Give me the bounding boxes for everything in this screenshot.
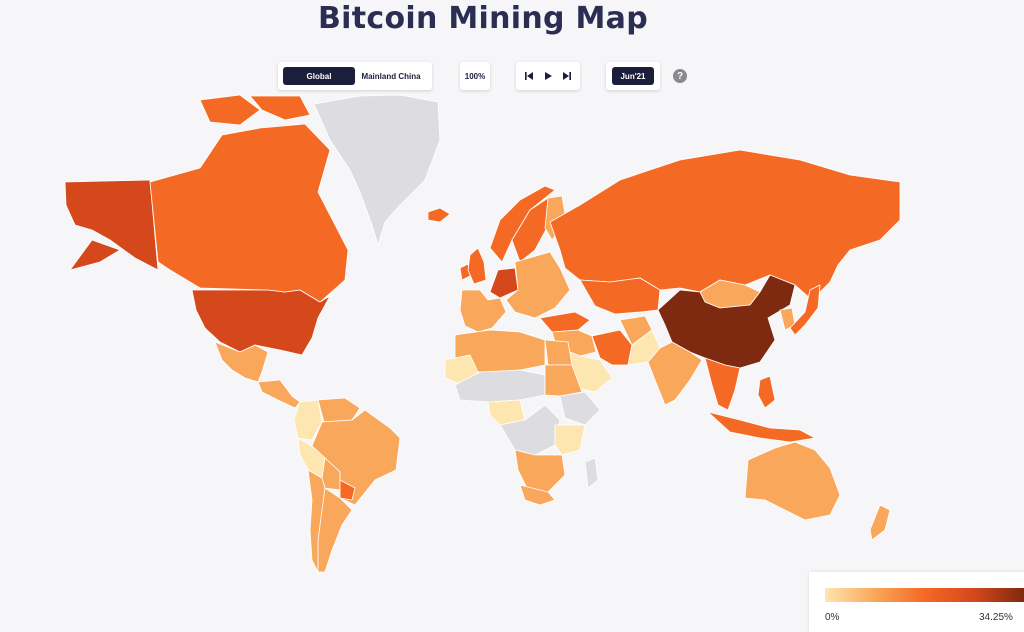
country-turkey[interactable]: Turkey <box>539 311 591 333</box>
country-eastern-europe[interactable]: Eastern Europe <box>505 251 571 319</box>
country-iceland[interactable]: Iceland <box>427 207 451 223</box>
country-alaska[interactable]: Alaska <box>64 179 159 271</box>
date-selector[interactable]: Jun'21 <box>606 62 660 90</box>
zoom-level[interactable]: 100% <box>460 62 490 90</box>
country-paraguay[interactable]: Paraguay <box>339 479 356 501</box>
country-canada[interactable]: Canada <box>149 94 349 303</box>
legend-max-label: 34.25% <box>979 612 1013 623</box>
question-circle-icon[interactable]: ? <box>673 69 687 83</box>
skip-forward-icon[interactable] <box>559 68 575 84</box>
country-kazakhstan[interactable]: Kazakhstan <box>579 277 661 315</box>
country-united-states[interactable]: United States <box>191 289 331 356</box>
country-south-africa[interactable]: South Africa <box>519 484 556 506</box>
country-japan[interactable]: Japan <box>789 284 821 336</box>
country-mexico[interactable]: Mexico <box>214 341 269 383</box>
country-indonesia[interactable]: Indonesia <box>707 411 816 443</box>
country-greenland[interactable]: Greenland <box>313 94 441 246</box>
legend-min-label: 0% <box>825 612 840 623</box>
color-legend: 0% 34.25% <box>809 572 1024 632</box>
page-title: Bitcoin Mining Map <box>318 1 648 36</box>
country-philippines[interactable]: Philippines <box>757 375 776 409</box>
country-egypt[interactable]: Egypt <box>544 339 573 366</box>
country-united-kingdom[interactable]: United Kingdom <box>467 247 487 285</box>
country-southeast-asia[interactable]: Southeast Asia <box>704 357 741 411</box>
country-germany[interactable]: Germany <box>489 267 519 299</box>
country-western-europe[interactable]: Western Europe <box>459 289 507 333</box>
country-bolivia[interactable]: Bolivia <box>321 457 341 491</box>
legend-gradient <box>825 588 1024 602</box>
country-central-america[interactable]: Central America <box>257 379 301 409</box>
timeline-player <box>516 62 580 90</box>
country-chile[interactable]: Chile <box>307 469 326 573</box>
country-madagascar[interactable]: Madagascar <box>584 457 599 489</box>
country-ireland[interactable]: Ireland <box>459 263 471 281</box>
date-chip[interactable]: Jun'21 <box>612 67 654 85</box>
country-new-zealand[interactable]: New Zealand <box>869 504 891 541</box>
scope-tab-global[interactable]: Global <box>283 67 355 85</box>
country-norway[interactable]: Norway <box>489 185 556 263</box>
country-venezuela[interactable]: Venezuela <box>317 397 361 423</box>
country-southern-africa[interactable]: Southern Africa <box>514 449 566 493</box>
country-russia[interactable]: Russia <box>549 149 901 301</box>
country-ethiopia[interactable]: Ethiopia <box>559 391 601 426</box>
country-east-africa[interactable]: East Africa <box>554 424 586 456</box>
country-india[interactable]: India <box>647 341 703 406</box>
scope-tab-mainland-china[interactable]: Mainland China <box>361 71 421 81</box>
play-icon[interactable] <box>540 68 556 84</box>
country-australia[interactable]: Australia <box>744 441 841 521</box>
country-china[interactable]: China <box>657 274 796 369</box>
scope-toggle: Global Mainland China <box>278 62 432 90</box>
skip-back-icon[interactable] <box>521 68 537 84</box>
